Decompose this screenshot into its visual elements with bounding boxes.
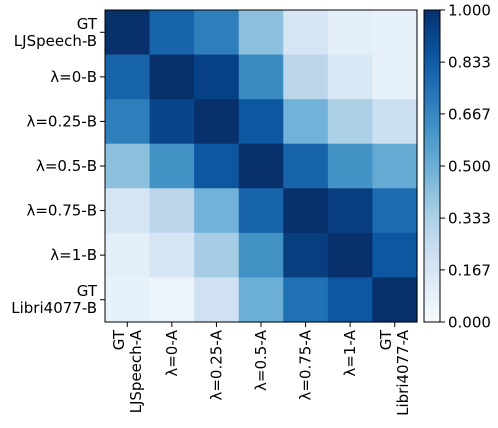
heatmap-cell <box>149 277 195 323</box>
heatmap-cell <box>238 54 284 100</box>
heatmap-cell <box>238 10 284 56</box>
heatmap-cell <box>238 277 284 323</box>
column-label: λ=1-A <box>341 329 359 376</box>
heatmap-cell <box>372 10 418 56</box>
row-label: λ=0.5-B <box>36 157 97 175</box>
colorbar-tick-label: 0.833 <box>448 54 491 72</box>
heatmap-cell <box>238 232 284 279</box>
colorbar-tick-label: 1.000 <box>448 2 491 20</box>
heatmap-cell <box>283 188 329 234</box>
heatmap-cell <box>149 54 195 100</box>
heatmap-cell <box>283 232 329 279</box>
heatmap-cell <box>149 99 195 145</box>
row-label: λ=0.75-B <box>26 202 97 220</box>
heatmap-cell <box>194 99 240 145</box>
heatmap-cell <box>283 99 329 145</box>
colorbar-tick-label: 0.333 <box>448 210 491 228</box>
column-labels: GTLJSpeech-A λ=0-A λ=0.25-A λ=0.5-A λ=0.75-A… <box>110 321 412 416</box>
heatmap-cell <box>283 54 329 100</box>
heatmap-cell <box>327 54 374 100</box>
heatmap-cell <box>194 54 240 100</box>
heatmap-cell <box>372 232 418 279</box>
heatmap-cell <box>238 99 284 145</box>
column-label: λ=0.75-A <box>297 329 315 400</box>
heatmap-cell <box>194 143 240 189</box>
heatmap-cell <box>105 232 151 279</box>
row-label: λ=0-B <box>50 68 97 86</box>
heatmap-cell <box>194 232 240 279</box>
heatmap-cell <box>327 10 374 56</box>
colorbar-tick-label: 0.000 <box>448 313 491 331</box>
column-label: GTLibri4077-A <box>377 329 412 416</box>
colorbar-gradient <box>423 9 441 323</box>
heatmap-cell <box>149 188 195 234</box>
colorbar: 0.000 0.167 0.333 0.500 0.667 0.833 1.000 <box>423 2 491 331</box>
heatmap-cell <box>372 54 418 100</box>
heatmap-cell <box>194 188 240 234</box>
row-labels: GT LJSpeech-B λ=0-B λ=0.25-B λ=0.5-B λ=0.75-B… <box>11 15 105 317</box>
heatmap-cell <box>149 143 195 189</box>
heatmap-cell <box>238 188 284 234</box>
column-label: λ=0.25-A <box>207 329 225 400</box>
column-label: λ=0.5-A <box>252 329 270 391</box>
heatmap-cell <box>105 99 151 145</box>
colorbar-tick-label: 0.667 <box>448 105 491 123</box>
heatmap-cell <box>372 188 418 234</box>
heatmap-cell <box>105 188 151 234</box>
heatmap-cell <box>194 10 240 56</box>
heatmap-cells <box>104 9 418 323</box>
heatmap-cell <box>283 277 329 323</box>
row-label: λ=1-B <box>50 246 97 264</box>
heatmap-cell <box>327 143 374 189</box>
row-label: λ=0.25-B <box>26 112 97 130</box>
heatmap-cell <box>283 143 329 189</box>
heatmap-cell <box>372 99 418 145</box>
heatmap-cell <box>105 10 151 56</box>
heatmap-cell <box>149 232 195 279</box>
heatmap-cell <box>149 10 195 56</box>
row-label: GT LJSpeech-B <box>14 15 98 50</box>
heatmap-cell <box>194 277 240 323</box>
column-label: λ=0-A <box>163 329 181 376</box>
heatmap-cell <box>105 277 151 323</box>
heatmap-cell <box>238 143 284 189</box>
row-label: GT Libri4077-B <box>11 282 98 317</box>
heatmap-cell <box>327 232 374 279</box>
heatmap-cell <box>327 188 374 234</box>
heatmap-cell <box>327 99 374 145</box>
heatmap-cell <box>372 277 418 323</box>
heatmap-cell <box>283 10 329 56</box>
colorbar-tick-label: 0.167 <box>448 261 491 279</box>
heatmap-cell <box>105 143 151 189</box>
colorbar-tick-label: 0.500 <box>448 157 491 175</box>
heatmap-cell <box>327 277 374 323</box>
heatmap-cell <box>372 143 418 189</box>
heatmap-cell <box>105 54 151 100</box>
column-label: GTLJSpeech-A <box>110 329 145 413</box>
